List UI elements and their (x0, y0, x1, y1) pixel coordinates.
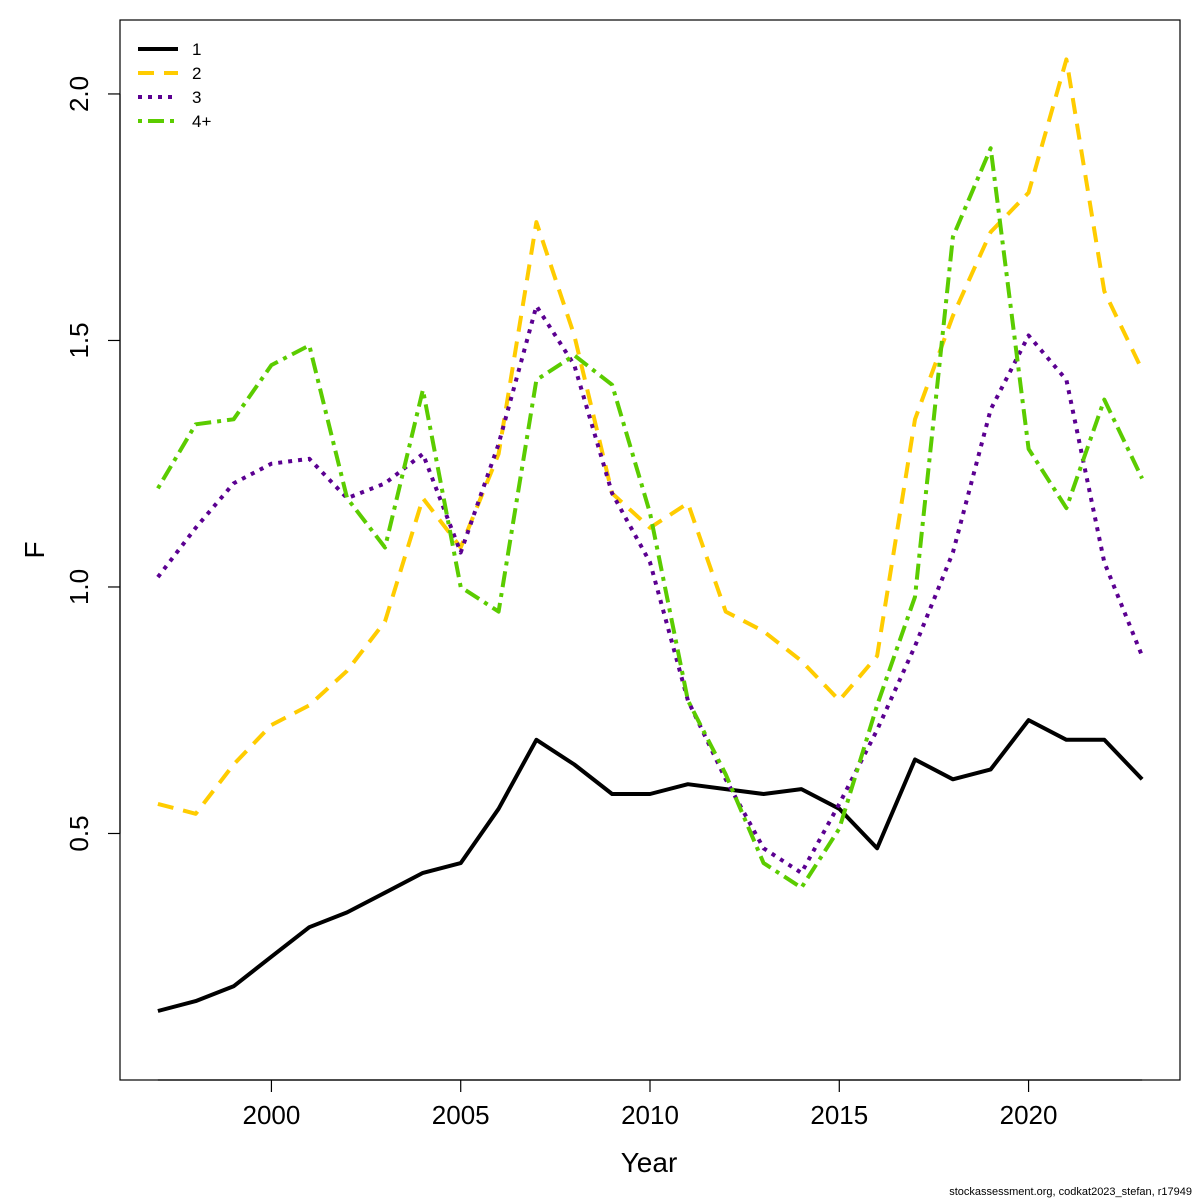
x-axis: 2000 2005 2010 2015 2020 (157, 1079, 1143, 1130)
legend-label-3: 3 (192, 88, 201, 107)
x-tick-label: 2020 (1000, 1100, 1058, 1130)
series-line-2 (157, 57, 1144, 816)
x-tick-label: 2005 (432, 1100, 490, 1130)
x-axis-title: Year (621, 1147, 678, 1178)
legend: 1 2 3 4+ (138, 40, 211, 131)
footer-note: stockassessment.org, codkat2023_stefan, … (949, 1186, 1192, 1198)
series-line-1 (157, 718, 1144, 1013)
x-tick-label: 2000 (243, 1100, 301, 1130)
series-line-4 (156, 146, 1144, 890)
series-line-3 (156, 304, 1144, 875)
series-layer (156, 57, 1144, 1013)
legend-label-4: 4+ (192, 112, 211, 131)
y-tick-label: 1.5 (64, 322, 94, 358)
y-tick-label: 2.0 (64, 76, 94, 112)
x-tick-label: 2015 (810, 1100, 868, 1130)
y-axis-title: F (19, 541, 50, 558)
legend-label-1: 1 (192, 40, 201, 59)
y-tick-label: 1.0 (64, 569, 94, 605)
legend-label-2: 2 (192, 64, 201, 83)
y-tick-label: 0.5 (64, 815, 94, 851)
y-axis: 0.5 1.0 1.5 2.0 (64, 76, 121, 852)
x-tick-label: 2010 (621, 1100, 679, 1130)
